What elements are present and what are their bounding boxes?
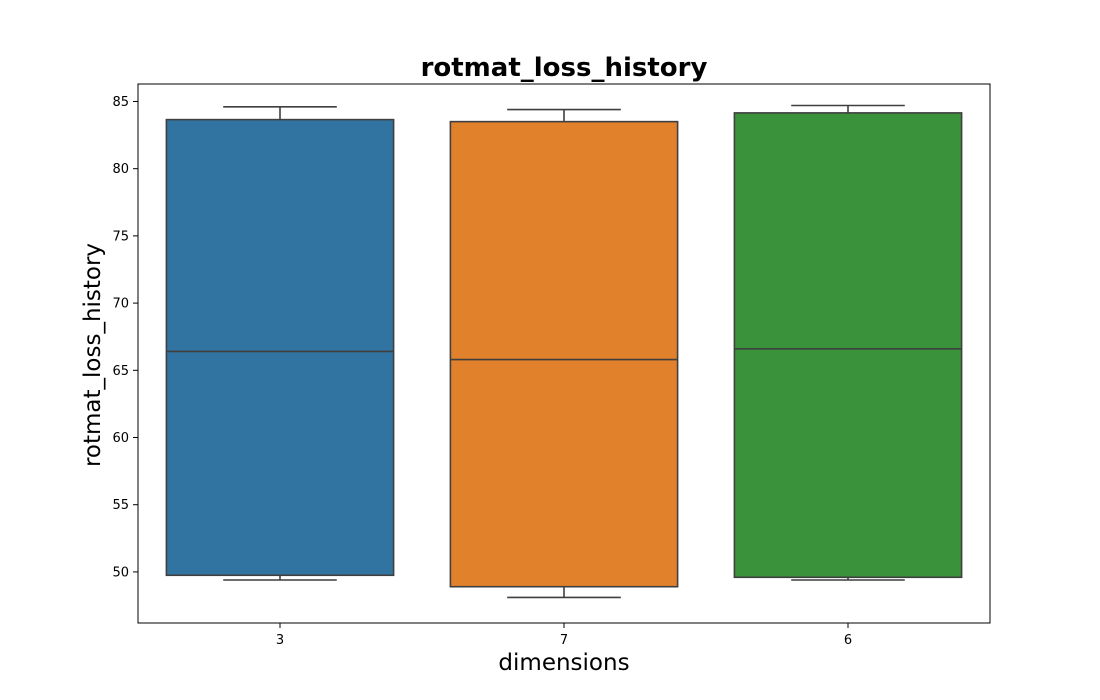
chart-title: rotmat_loss_history	[421, 53, 708, 83]
y-tick-label: 65	[112, 364, 129, 379]
box-6	[733, 112, 963, 579]
box-7	[449, 120, 679, 588]
y-axis-label: rotmat_loss_history	[80, 243, 106, 467]
y-tick-label: 55	[112, 498, 129, 513]
y-tick-label: 70	[112, 297, 129, 312]
y-tick-label: 85	[112, 95, 129, 110]
x-tick-label: 6	[844, 633, 852, 648]
y-tick-label: 60	[112, 431, 129, 446]
y-tick-label: 75	[112, 229, 129, 244]
x-tick-label: 3	[276, 633, 284, 648]
box-3	[165, 118, 395, 577]
x-tick-label: 7	[560, 633, 568, 648]
y-tick-label: 80	[112, 162, 129, 177]
x-axis-label: dimensions	[498, 650, 629, 676]
plot-area: 50 55 60 65 70 75 80 85 3 7 6	[112, 83, 991, 648]
y-tick-label: 50	[112, 565, 129, 580]
